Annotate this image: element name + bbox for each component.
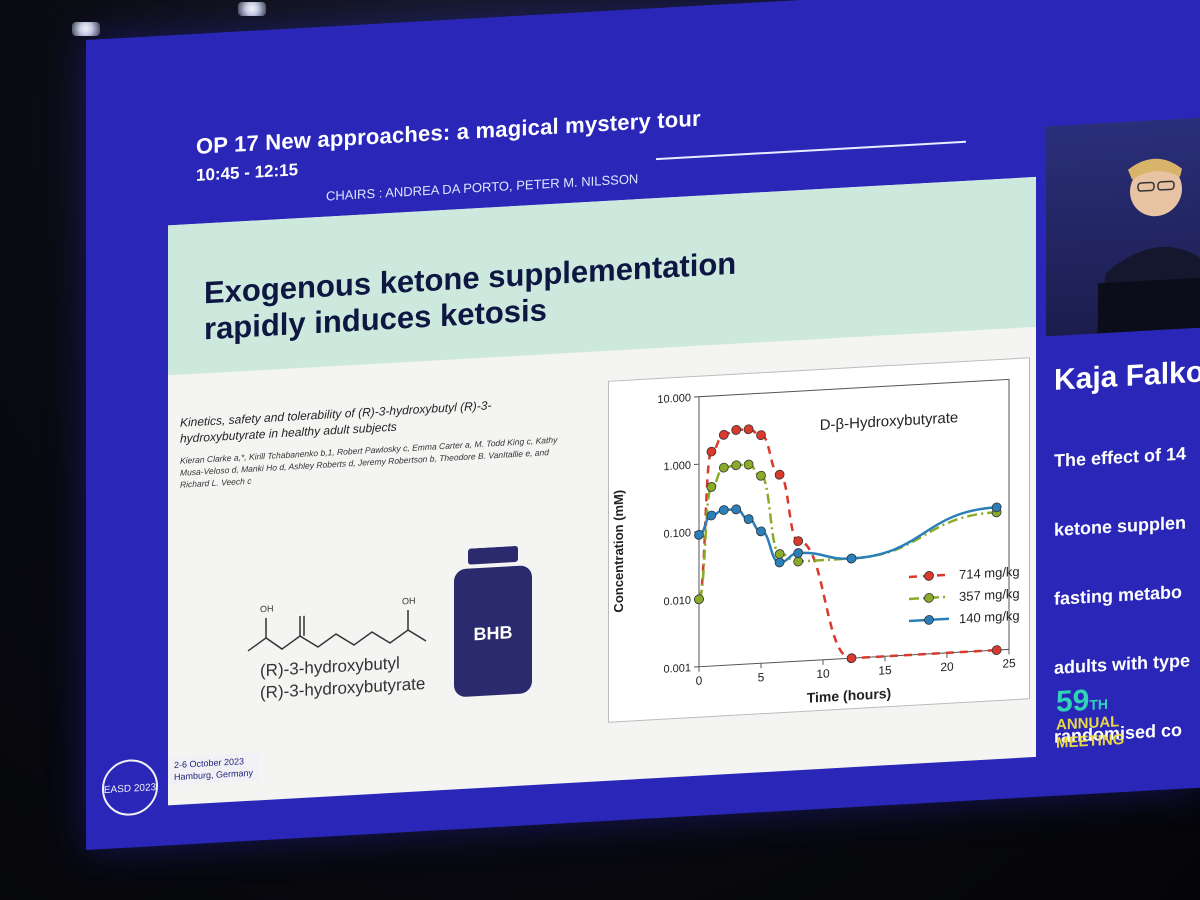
header-divider [656, 140, 966, 161]
session-time-text: 10:45 - 12:15 [196, 160, 299, 185]
presentation-slide: Exogenous ketone supplementation rapidly… [168, 176, 1036, 806]
data-point [846, 653, 857, 664]
bottle-cap-icon [468, 546, 518, 565]
speaker-face-icon [1130, 164, 1182, 217]
data-point [793, 548, 804, 558]
data-point [694, 529, 704, 540]
molecule-oh-label-1: OH [260, 604, 273, 615]
annual-meeting-badge: 59TH ANNUAL MEETING [1056, 684, 1125, 753]
meeting-suffix: TH [1089, 695, 1109, 713]
data-point [991, 645, 1002, 655]
data-point [706, 510, 717, 521]
data-point [774, 549, 785, 559]
data-point [793, 536, 804, 547]
data-point [756, 430, 766, 441]
data-point [774, 469, 785, 480]
talk-title-line: fasting metabo [1054, 581, 1183, 609]
data-point [718, 505, 729, 515]
data-point [706, 446, 717, 457]
data-point [743, 424, 754, 435]
chart-title: D-β-Hydroxybutyrate [820, 409, 959, 434]
ceiling-spotlight-left [72, 22, 100, 36]
easd-logo: EASD 2023 [100, 756, 160, 824]
x-tick-label: 5 [758, 670, 765, 684]
easd-logo-text: EASD 2023 [104, 782, 157, 796]
data-point [731, 425, 742, 435]
data-point [718, 462, 729, 473]
data-point [718, 429, 729, 440]
speaker-name: Kaja Falko [1054, 355, 1200, 397]
data-point [743, 514, 754, 524]
compound-name: (R)-3-hydroxybutyl (R)-3-hydroxybutyrate [260, 651, 425, 704]
bottle-label: BHB [474, 622, 513, 644]
y-tick-label: 1.000 [663, 460, 691, 474]
talk-title-line: adults with type [1054, 650, 1191, 678]
data-point [756, 470, 766, 481]
talk-title-line: The effect of 14 [1054, 443, 1187, 471]
x-tick-label: 0 [696, 674, 703, 688]
meeting-label-line2: MEETING [1056, 730, 1125, 752]
data-point [774, 557, 785, 568]
bhb-bottle: BHB [448, 545, 538, 705]
ketone-chart: D-β-Hydroxybutyrate Time (hours) Concent… [608, 357, 1030, 723]
molecule-oh-label-2: OH [402, 596, 415, 607]
data-point [694, 594, 704, 605]
speaker-video [1046, 117, 1200, 337]
y-tick-label: 0.010 [663, 595, 691, 609]
ceiling-spotlight-right [238, 2, 266, 16]
data-point [731, 460, 742, 471]
chart-y-axis-label: Concentration (mM) [611, 489, 626, 613]
session-chairs: CHAIRS : ANDREA DA PORTO, PETER M. NILSS… [326, 171, 639, 204]
legend-label: 140 mg/kg [959, 608, 1020, 626]
series-line-0 [697, 427, 997, 660]
x-tick-label: 20 [940, 659, 954, 674]
legend-marker [924, 570, 934, 581]
legend-label: 357 mg/kg [959, 586, 1020, 604]
projection-screen: OP 17 New approaches: a magical mystery … [86, 0, 1200, 851]
data-point [756, 526, 766, 537]
event-info: 2-6 October 2023 Hamburg, Germany [168, 752, 260, 786]
molecule-structure: OH OH [247, 596, 427, 652]
chart-x-axis-label: Time (hours) [807, 685, 891, 706]
legend-label: 714 mg/kg [959, 564, 1020, 582]
podium-icon [1098, 277, 1200, 334]
series-line-1 [697, 463, 997, 601]
data-point [706, 482, 717, 492]
session-time: 10:45 - 12:15 [196, 160, 298, 186]
y-tick-label: 0.100 [663, 527, 691, 541]
legend-marker [924, 592, 934, 603]
talk-title-line: ketone supplen [1054, 512, 1187, 540]
data-point [743, 459, 754, 470]
y-tick-label: 10.000 [657, 392, 691, 406]
x-tick-label: 25 [1002, 656, 1016, 671]
data-point [731, 504, 742, 515]
data-point [991, 502, 1002, 513]
legend-marker [924, 614, 934, 625]
data-point [793, 556, 804, 567]
x-tick-label: 15 [878, 663, 892, 678]
meeting-number: 59 [1056, 683, 1090, 719]
x-tick-label: 10 [816, 666, 830, 681]
session-title: OP 17 New approaches: a magical mystery … [196, 105, 701, 159]
bottle-body-icon [454, 565, 532, 697]
y-tick-label: 0.001 [663, 662, 691, 676]
data-point [846, 553, 857, 564]
